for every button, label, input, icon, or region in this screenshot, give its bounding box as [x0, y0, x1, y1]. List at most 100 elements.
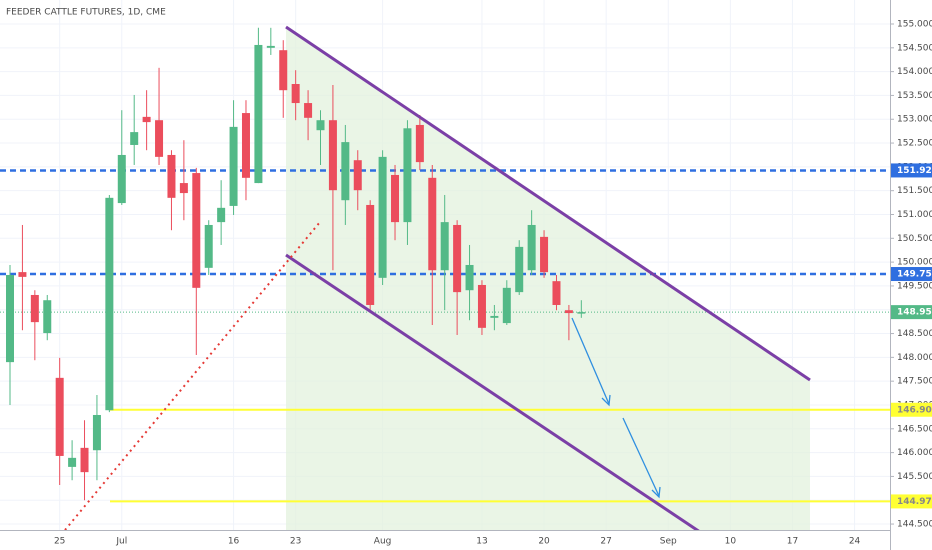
candle-body — [130, 132, 139, 145]
arrows — [571, 317, 661, 499]
candle-body — [192, 173, 201, 288]
trend-dotted — [64, 221, 321, 531]
candle-body — [465, 264, 474, 291]
candle-body — [254, 44, 263, 184]
candle-body — [440, 222, 449, 271]
level-label: 151.925 — [897, 166, 932, 176]
candle-body — [564, 310, 573, 314]
candle-body — [552, 281, 561, 305]
candle-body — [6, 274, 14, 363]
level-label: 148.950 — [897, 308, 932, 318]
candle-body — [266, 45, 275, 48]
level-label: 146.900 — [897, 405, 932, 415]
candle-body — [18, 272, 27, 277]
candle-body — [155, 120, 164, 157]
candle-body — [30, 294, 39, 323]
candle-body — [241, 113, 250, 178]
x-tick-label: 16 — [228, 537, 240, 547]
candle-body — [415, 124, 424, 163]
y-tick-label: 150.500 — [897, 234, 932, 244]
candle-body — [55, 377, 64, 456]
candle-body — [341, 142, 350, 201]
channel-lower — [285, 253, 701, 534]
candle-body — [353, 160, 362, 191]
candle-body — [527, 224, 536, 271]
candle-body — [68, 457, 77, 467]
y-tick-label: 150.000 — [897, 258, 932, 268]
y-tick-label: 154.000 — [897, 67, 932, 77]
candle-body — [502, 287, 511, 324]
level-tag — [891, 163, 932, 178]
candle-body — [229, 126, 238, 206]
candles — [6, 27, 586, 501]
candle-body — [366, 204, 375, 305]
candle-body — [92, 414, 101, 451]
candle-body — [316, 120, 325, 131]
y-tick-label: 154.500 — [897, 43, 932, 53]
candle-body — [291, 84, 300, 104]
x-tick-label: 24 — [849, 537, 861, 547]
y-tick-label: 144.500 — [897, 520, 932, 530]
candle-body — [80, 447, 89, 473]
candle-body — [179, 183, 188, 194]
arrow-head — [651, 486, 661, 499]
x-tick-label: 25 — [54, 537, 65, 547]
x-tick-label: Sep — [660, 537, 677, 547]
level-tag — [891, 305, 932, 320]
candle-body — [217, 207, 226, 223]
y-tick-label: 153.500 — [897, 91, 932, 101]
y-tick-label: 153.000 — [897, 115, 932, 125]
y-tick-label: 151.500 — [897, 186, 932, 196]
x-tick-label: 10 — [725, 537, 737, 547]
arrow — [622, 417, 660, 497]
candle-body — [142, 116, 151, 123]
x-tick-label: 27 — [600, 537, 611, 547]
candle-body — [328, 120, 337, 191]
y-tick-label: 155.000 — [897, 20, 932, 30]
level-label: 149.750 — [897, 270, 932, 280]
candle-body — [167, 154, 176, 198]
level-label: 144.975 — [897, 497, 932, 507]
arrow-head — [601, 394, 611, 407]
candle-body — [105, 197, 114, 411]
candle-body — [540, 236, 549, 273]
channel-upper — [285, 25, 811, 382]
candle-body — [428, 177, 437, 271]
candle-body — [391, 174, 400, 223]
candle-body — [477, 284, 486, 328]
candle-body — [515, 246, 524, 293]
x-tick-label: 20 — [538, 537, 550, 547]
candle-body — [204, 224, 213, 268]
x-tick-label: Jul — [115, 537, 127, 547]
level-tag — [891, 494, 932, 509]
y-tick-label: 145.500 — [897, 472, 932, 482]
y-tick-label: 148.500 — [897, 329, 932, 339]
y-tick-label: 152.500 — [897, 139, 932, 149]
candle-body — [403, 128, 412, 223]
candle-body — [43, 300, 52, 334]
y-tick-label: 148.000 — [897, 353, 932, 363]
candle-body — [453, 224, 462, 293]
y-tick-label: 149.500 — [897, 281, 932, 291]
time-axis-bg — [0, 530, 890, 550]
candle-body — [490, 315, 499, 318]
y-tick-label: 146.500 — [897, 424, 932, 434]
x-tick-label: Aug — [374, 537, 392, 547]
x-tick-label: 23 — [290, 537, 301, 547]
candle-body — [378, 156, 387, 278]
arrow — [571, 317, 610, 405]
x-tick-label: 17 — [787, 537, 798, 547]
candle-body — [279, 50, 288, 91]
y-tick-label: 151.000 — [897, 210, 932, 220]
candle-body — [304, 103, 313, 118]
y-tick-label: 147.500 — [897, 377, 932, 387]
level-tag — [891, 267, 932, 282]
candle-body — [577, 312, 586, 314]
axis: 144.500145.000145.500146.000146.500147.0… — [54, 20, 932, 547]
x-tick-label: 13 — [476, 537, 487, 547]
chart-title: FEEDER CATTLE FUTURES, 1D, CME — [6, 8, 166, 18]
candle-body — [117, 154, 126, 204]
y-tick-label: 146.000 — [897, 448, 932, 458]
level-tag — [891, 402, 932, 417]
